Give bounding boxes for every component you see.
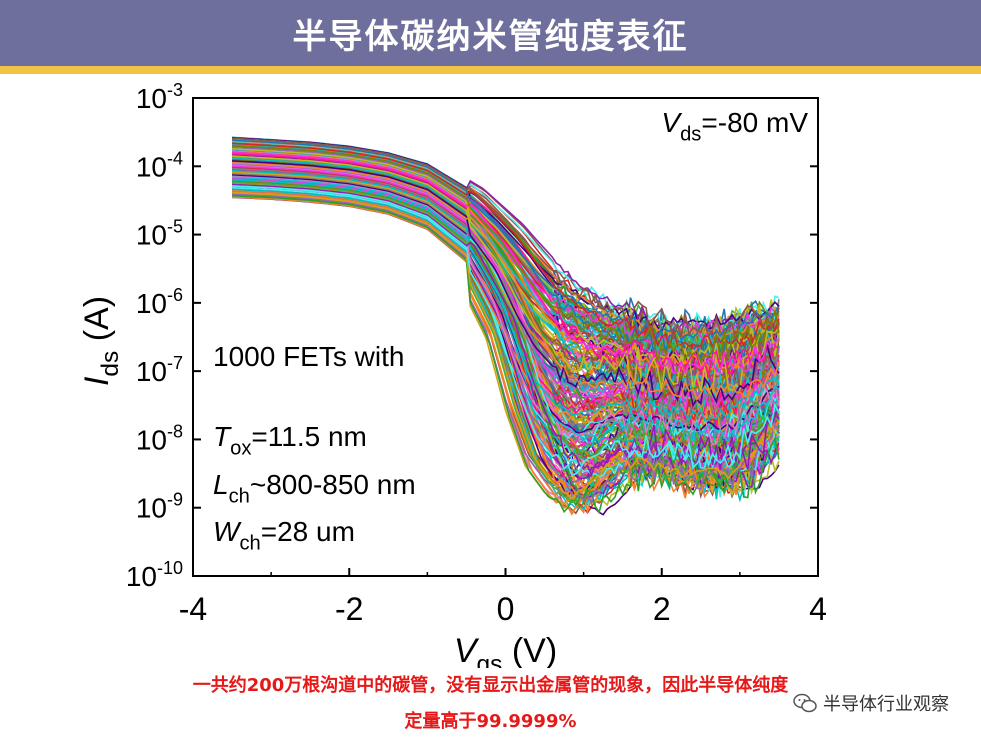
fet-curve <box>232 148 780 367</box>
fet-curve <box>232 191 779 501</box>
y-tick-label: 10-5 <box>136 217 183 251</box>
x-tick-label: -2 <box>335 591 363 627</box>
fet-curve <box>232 175 780 446</box>
x-axis-label: Vgs (V) <box>454 632 557 668</box>
wechat-icon <box>793 693 817 713</box>
wch-annotation: Wch=28 um <box>213 516 355 554</box>
x-tick-label: -4 <box>179 591 207 627</box>
caption: 一共约200万根沟道中的碳管，没有显示出金属管的现象，因此半导体纯度 定量高于9… <box>0 668 981 740</box>
x-tick-label: 0 <box>497 591 515 627</box>
caption-line-1: 一共约200万根沟道中的碳管，没有显示出金属管的现象，因此半导体纯度 <box>192 675 789 696</box>
y-axis-label: Ids (A) <box>78 296 124 386</box>
fet-curve <box>232 186 780 478</box>
fet-curve <box>232 137 780 340</box>
x-tick-label: 4 <box>809 591 827 627</box>
tox-annotation: Tox=11.5 nm <box>213 421 367 459</box>
page-title: 半导体碳纳米管纯度表征 <box>292 16 689 57</box>
y-tick-label: 10-7 <box>136 353 183 387</box>
y-tick-label: 10-6 <box>136 285 183 319</box>
vds-annotation: Vds=-80 mV <box>661 107 808 145</box>
fet-curve <box>232 162 780 402</box>
watermark-text: 半导体行业观察 <box>823 694 949 715</box>
x-tick-label: 2 <box>653 591 671 627</box>
lch-annotation: Lch~800-850 nm <box>213 469 416 507</box>
title-bar: 半导体碳纳米管纯度表征 <box>0 0 981 66</box>
fet-curve <box>232 144 780 364</box>
y-tick-label: 10-8 <box>136 421 183 455</box>
fet-curve <box>232 180 780 458</box>
fet-curve <box>232 185 780 476</box>
y-tick-label: 10-10 <box>126 558 183 592</box>
fet-curve <box>232 194 780 514</box>
watermark: 半导体行业观察 <box>793 690 949 716</box>
fet-curve <box>232 142 780 350</box>
transfer-curve-chart: -4 -2 0 2 4 10-10 10-9 10-8 10-7 10-6 10-5 10-4 10-… <box>78 80 827 668</box>
fet-count-annotation: 1000 FETs with <box>213 341 404 372</box>
caption-line-2: 定量高于99.9999% <box>404 711 577 732</box>
curve-group <box>232 136 780 516</box>
y-tick-label: 10-4 <box>136 148 183 182</box>
fet-curve <box>232 165 780 410</box>
y-tick-label: 10-9 <box>136 490 183 524</box>
fet-curve <box>232 193 780 506</box>
fet-curve <box>232 139 780 341</box>
y-tick-label: 10-3 <box>136 80 183 114</box>
fet-curve <box>232 169 780 423</box>
title-underline <box>0 66 981 74</box>
fet-curve <box>232 176 780 444</box>
fet-curve <box>232 151 780 375</box>
